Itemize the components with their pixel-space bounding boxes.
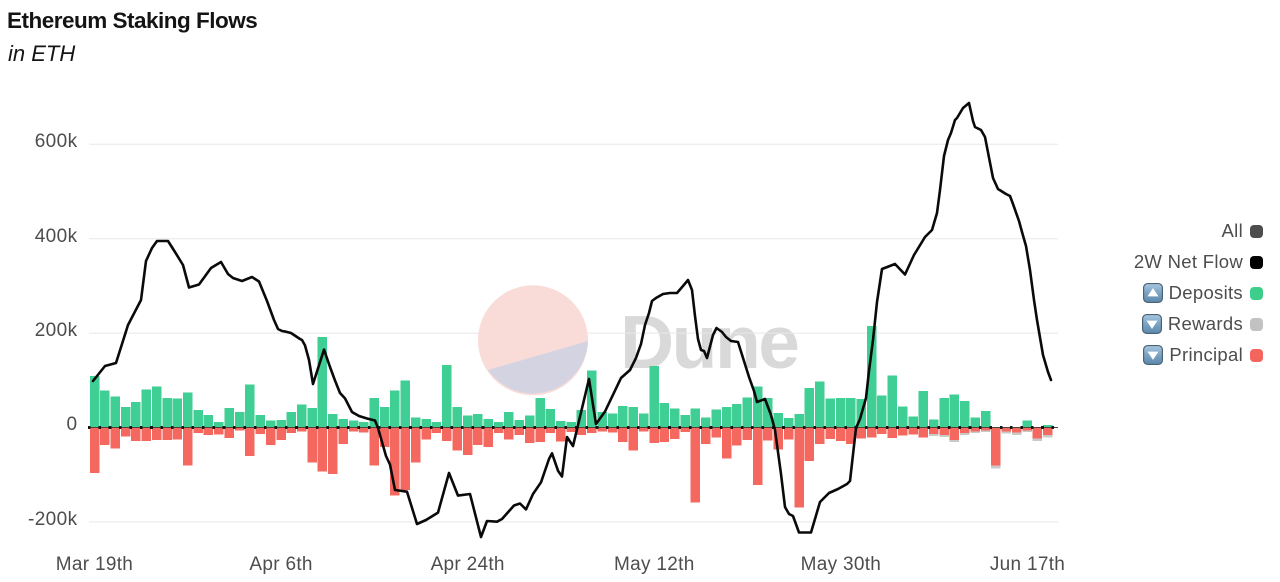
- svg-text:Dune: Dune: [620, 300, 798, 384]
